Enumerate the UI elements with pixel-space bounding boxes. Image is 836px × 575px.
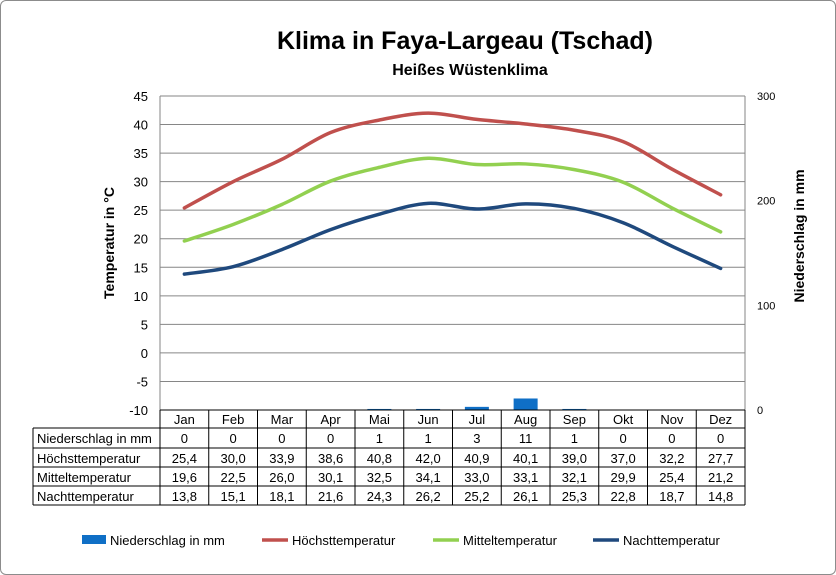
table-cell: 21,6 [318,489,343,504]
row-header: Mitteltemperatur [37,470,132,485]
y-tick-label: 45 [134,89,148,104]
line-nachttemperatur [182,201,723,276]
table-cell: 34,1 [415,470,440,485]
table-cell: 38,6 [318,451,343,466]
table-cell: 0 [620,431,627,446]
y-axis-label: Temperatur in °C [101,187,117,299]
table-cell: 0 [717,431,724,446]
table-cell: 42,0 [415,451,440,466]
month-label: Nov [660,412,684,427]
table-cell: 29,9 [610,470,635,485]
row-header: Nachttemperatur [37,489,134,504]
month-label: Sep [563,412,586,427]
table-cell: 3 [473,431,480,446]
table-cell: 33,1 [513,470,538,485]
legend-label: Höchsttemperatur [292,533,396,548]
legend-swatch [82,535,106,544]
table-cell: 40,9 [464,451,489,466]
table-cell: 30,0 [220,451,245,466]
legend-label: Mitteltemperatur [463,533,558,548]
table-cell: 22,8 [610,489,635,504]
y2-tick-label: 100 [757,300,775,312]
table-cell: 30,1 [318,470,343,485]
y-tick-label: 40 [134,118,148,133]
y-tick-label: 30 [134,175,148,190]
y-tick-label: 25 [134,203,148,218]
table-cell: 22,5 [220,470,245,485]
table-cell: 13,8 [172,489,197,504]
month-label: Aug [514,412,537,427]
month-label: Apr [321,412,342,427]
bar-niederschlag [464,406,489,410]
table-cell: 0 [278,431,285,446]
month-label: Dez [709,412,732,427]
y2-tick-label: 300 [757,91,775,103]
table-cell: 18,7 [659,489,684,504]
table-cell: 32,5 [367,470,392,485]
month-label: Jan [174,412,195,427]
table-cell: 33,0 [464,470,489,485]
chart-subtitle: Heißes Wüstenklima [392,62,548,79]
table-cell: 18,1 [269,489,294,504]
y-tick-label: -10 [129,403,148,418]
legend-label: Niederschlag in mm [110,533,225,548]
table-cell: 40,1 [513,451,538,466]
table-cell: 0 [668,431,675,446]
y-tick-label: 35 [134,146,148,161]
month-label: Jul [469,412,486,427]
table-cell: 40,8 [367,451,392,466]
table-cell: 26,1 [513,489,538,504]
y-tick-label: 0 [141,346,148,361]
table-cell: 25,4 [172,451,197,466]
y2-axis-label: Niederschlag in mm [791,169,807,302]
table-cell: 26,2 [415,489,440,504]
y2-tick-label: 200 [757,196,775,208]
chart-title: Klima in Faya-Largeau (Tschad) [277,27,653,55]
table-cell: 25,2 [464,489,489,504]
row-header: Höchsttemperatur [37,451,141,466]
y-tick-label: -5 [136,374,148,389]
table-cell: 11 [519,431,533,446]
table-cell: 25,4 [659,470,684,485]
table-cell: 21,2 [708,470,733,485]
table-cell: 1 [571,431,578,446]
table-cell: 0 [181,431,188,446]
y-tick-label: 15 [134,260,148,275]
month-label: Feb [222,412,244,427]
table-cell: 33,9 [269,451,294,466]
line-mitteltemperatur [182,156,723,243]
table-cell: 1 [376,431,383,446]
bar-niederschlag [513,398,538,410]
bar-niederschlag [416,408,441,410]
table-cell: 0 [327,431,334,446]
row-header: Niederschlag in mm [37,431,152,446]
bar-niederschlag [367,408,392,410]
table-cell: 32,2 [659,451,684,466]
bar-niederschlag [562,408,587,410]
table-cell: 39,0 [562,451,587,466]
table-cell: 27,7 [708,451,733,466]
table-cell: 37,0 [610,451,635,466]
table-cell: 1 [425,431,432,446]
table-cell: 15,1 [220,489,245,504]
legend-label: Nachttemperatur [623,533,720,548]
table-cell: 32,1 [562,470,587,485]
table-cell: 24,3 [367,489,392,504]
table-cell: 0 [230,431,237,446]
month-label: Okt [613,412,634,427]
y-tick-label: 5 [141,317,148,332]
month-label: Jun [418,412,439,427]
month-label: Mai [369,412,390,427]
y-tick-label: 20 [134,232,148,247]
table-cell: 14,8 [708,489,733,504]
y2-tick-label: 0 [757,405,763,417]
y-tick-label: 10 [134,289,148,304]
line-höchsttemperatur [182,111,723,210]
table-cell: 25,3 [562,489,587,504]
month-label: Mar [271,412,294,427]
table-cell: 26,0 [269,470,294,485]
table-cell: 19,6 [172,470,197,485]
